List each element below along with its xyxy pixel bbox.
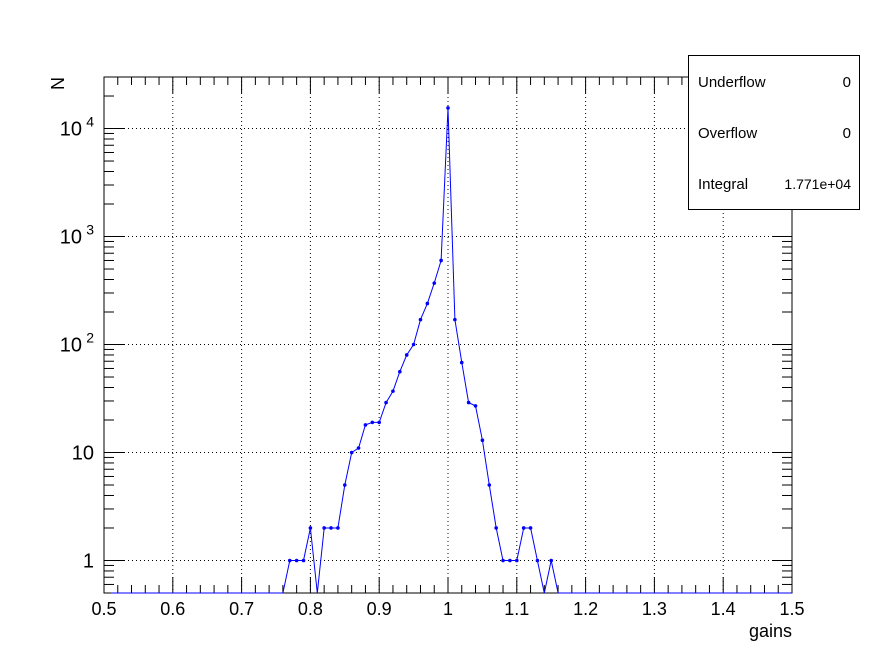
data-point [459, 360, 464, 365]
x-tick-label: 0.6 [160, 599, 185, 619]
x-tick-label: 0.7 [229, 599, 254, 619]
stats-row-overflow: Overflow 0 [698, 125, 851, 143]
data-point [356, 446, 361, 450]
underflow-label: Underflow [698, 74, 766, 91]
series-line [110, 107, 792, 594]
data-point [404, 353, 409, 357]
underflow-value: 0 [842, 74, 851, 91]
y-tick-label: 10 [60, 335, 82, 357]
data-point [494, 526, 498, 530]
y-tick-exponent: 2 [86, 330, 94, 346]
data-point [515, 558, 519, 563]
data-point [501, 558, 505, 563]
integral-value: 1.771e+04 [784, 176, 851, 192]
y-tick-label: 10 [60, 119, 82, 141]
data-point [301, 558, 306, 563]
data-point [391, 389, 395, 393]
data-point [322, 526, 326, 530]
x-tick-label: 1.4 [711, 599, 736, 619]
data-point [473, 404, 478, 408]
data-point [363, 423, 368, 427]
data-point [377, 420, 382, 425]
x-tick-label: 0.5 [91, 599, 116, 619]
x-tick-label: 1.3 [642, 599, 667, 619]
data-point [287, 558, 292, 563]
stats-box: Underflow 0 Overflow 0 Integral 1.771e+0… [688, 55, 860, 210]
x-tick-label: 1.2 [573, 599, 598, 619]
data-point [329, 526, 333, 530]
data-point [446, 106, 450, 110]
data-point [308, 526, 313, 530]
data-point [294, 558, 299, 563]
data-point [336, 526, 340, 530]
x-tick-label: 1 [443, 599, 453, 619]
y-tick-label: 10 [60, 227, 82, 249]
y-axis-label: N [48, 77, 68, 90]
data-point [466, 400, 471, 405]
data-point [480, 438, 485, 442]
data-point [425, 301, 430, 306]
data-point [398, 369, 402, 374]
x-tick-label: 1.1 [504, 599, 529, 619]
data-point [439, 258, 443, 263]
data-point [411, 342, 416, 347]
data-point [432, 281, 437, 285]
data-point [418, 317, 423, 322]
stats-row-integral: Integral 1.771e+04 [698, 176, 851, 194]
data-point [535, 558, 540, 563]
data-point [549, 558, 553, 563]
x-axis-label: gains [749, 621, 792, 641]
data-point [528, 526, 533, 530]
data-point [384, 400, 388, 405]
data-point [521, 526, 526, 530]
y-tick-label: 10 [72, 442, 94, 464]
y-tick-label: 1 [83, 550, 94, 572]
data-point [487, 483, 492, 487]
data-point [508, 558, 512, 563]
x-tick-label: 0.9 [367, 599, 392, 619]
data-point [370, 420, 375, 425]
x-tick-label: 0.8 [298, 599, 323, 619]
stats-row-underflow: Underflow 0 [698, 74, 851, 92]
series-gains [110, 106, 792, 594]
overflow-label: Overflow [698, 125, 758, 142]
integral-label: Integral [698, 176, 749, 193]
overflow-value: 0 [842, 125, 851, 142]
x-tick-label: 1.5 [779, 599, 804, 619]
y-tick-exponent: 4 [86, 114, 94, 130]
data-point [349, 450, 354, 455]
data-point [453, 317, 457, 322]
y-tick-exponent: 3 [86, 222, 94, 238]
grid-lines [104, 77, 792, 593]
data-point [343, 483, 347, 487]
